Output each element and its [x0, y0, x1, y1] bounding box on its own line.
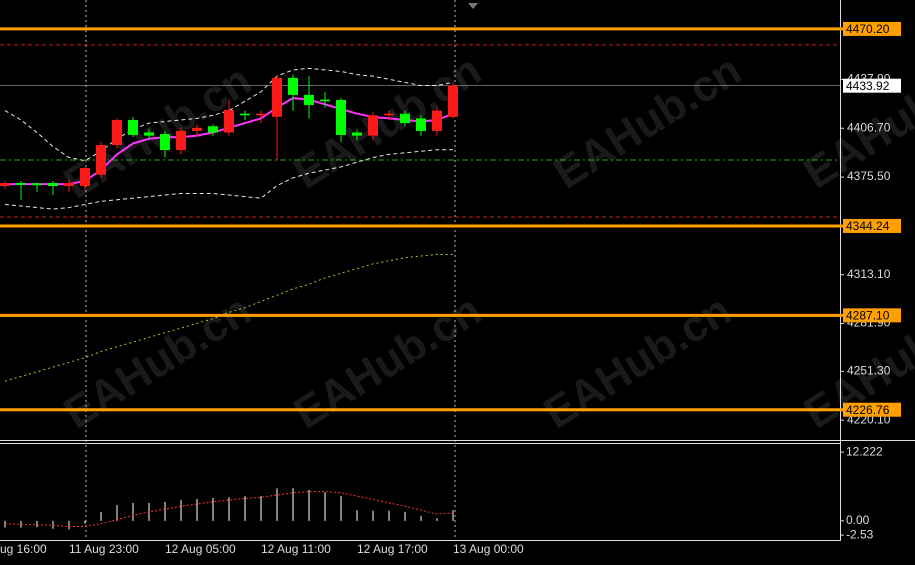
x-tick-label: ug 16:00 [0, 542, 47, 556]
candle-body [368, 115, 378, 136]
shift-marker [468, 3, 478, 9]
y-tick-label: 4313.10 [847, 267, 891, 281]
candle-body [432, 110, 442, 131]
y-tick-label: 4251.30 [847, 364, 891, 378]
candle-body [208, 126, 218, 133]
candle-body [304, 94, 314, 105]
x-tick-label: 12 Aug 17:00 [357, 542, 428, 556]
y-tick-label: 4375.50 [847, 169, 891, 183]
candle-body [64, 183, 74, 186]
x-tick-label: 12 Aug 05:00 [165, 542, 236, 556]
candle-body [352, 132, 362, 136]
price-level-box [843, 402, 901, 417]
x-tick-label: 12 Aug 11:00 [261, 542, 331, 556]
candle-body [112, 119, 122, 145]
candle-body [176, 130, 186, 151]
candle-body [256, 113, 266, 116]
y-tick-label: 0.00 [846, 513, 870, 527]
current-price-label: 4433.92 [846, 79, 890, 93]
candle-body [192, 127, 202, 131]
y-tick-label: -2.53 [846, 527, 874, 541]
x-tick-label: 13 Aug 00:00 [453, 542, 524, 556]
candle-body [224, 109, 234, 133]
signal-line [4, 491, 454, 527]
indicator-line [4, 67, 454, 162]
candle-body [400, 113, 410, 124]
candle-body [416, 118, 426, 131]
price-level-box [843, 218, 901, 233]
candle-body [48, 183, 58, 186]
candle-body [272, 77, 282, 117]
candle-body [32, 183, 42, 186]
price-level-label: 4470.20 [846, 22, 890, 36]
candle-body [448, 85, 458, 117]
candle-body [80, 167, 90, 186]
y-tick-label: 12.222 [846, 444, 883, 458]
price-level-label: 4226.76 [846, 403, 890, 417]
indicator-line [4, 253, 453, 382]
candle-body [96, 144, 106, 175]
price-level-label: 4344.24 [846, 219, 890, 233]
candle-body [336, 99, 346, 135]
indicator-line [4, 149, 453, 210]
x-tick-label: 11 Aug 23:00 [69, 542, 139, 556]
price-level-box [843, 21, 901, 36]
candle-body [0, 183, 10, 186]
candle-body [16, 183, 26, 185]
candle-body [288, 77, 298, 95]
candle-body [320, 99, 330, 102]
candle-body [384, 113, 394, 116]
price-level-label: 4287.10 [846, 309, 890, 323]
candle-body [160, 134, 170, 151]
candle-body [144, 132, 154, 136]
current-price-box [843, 78, 901, 93]
candle-body [128, 119, 138, 135]
candle-body [240, 113, 250, 116]
price-level-box [843, 308, 901, 323]
y-tick-label: 4406.70 [847, 120, 891, 134]
